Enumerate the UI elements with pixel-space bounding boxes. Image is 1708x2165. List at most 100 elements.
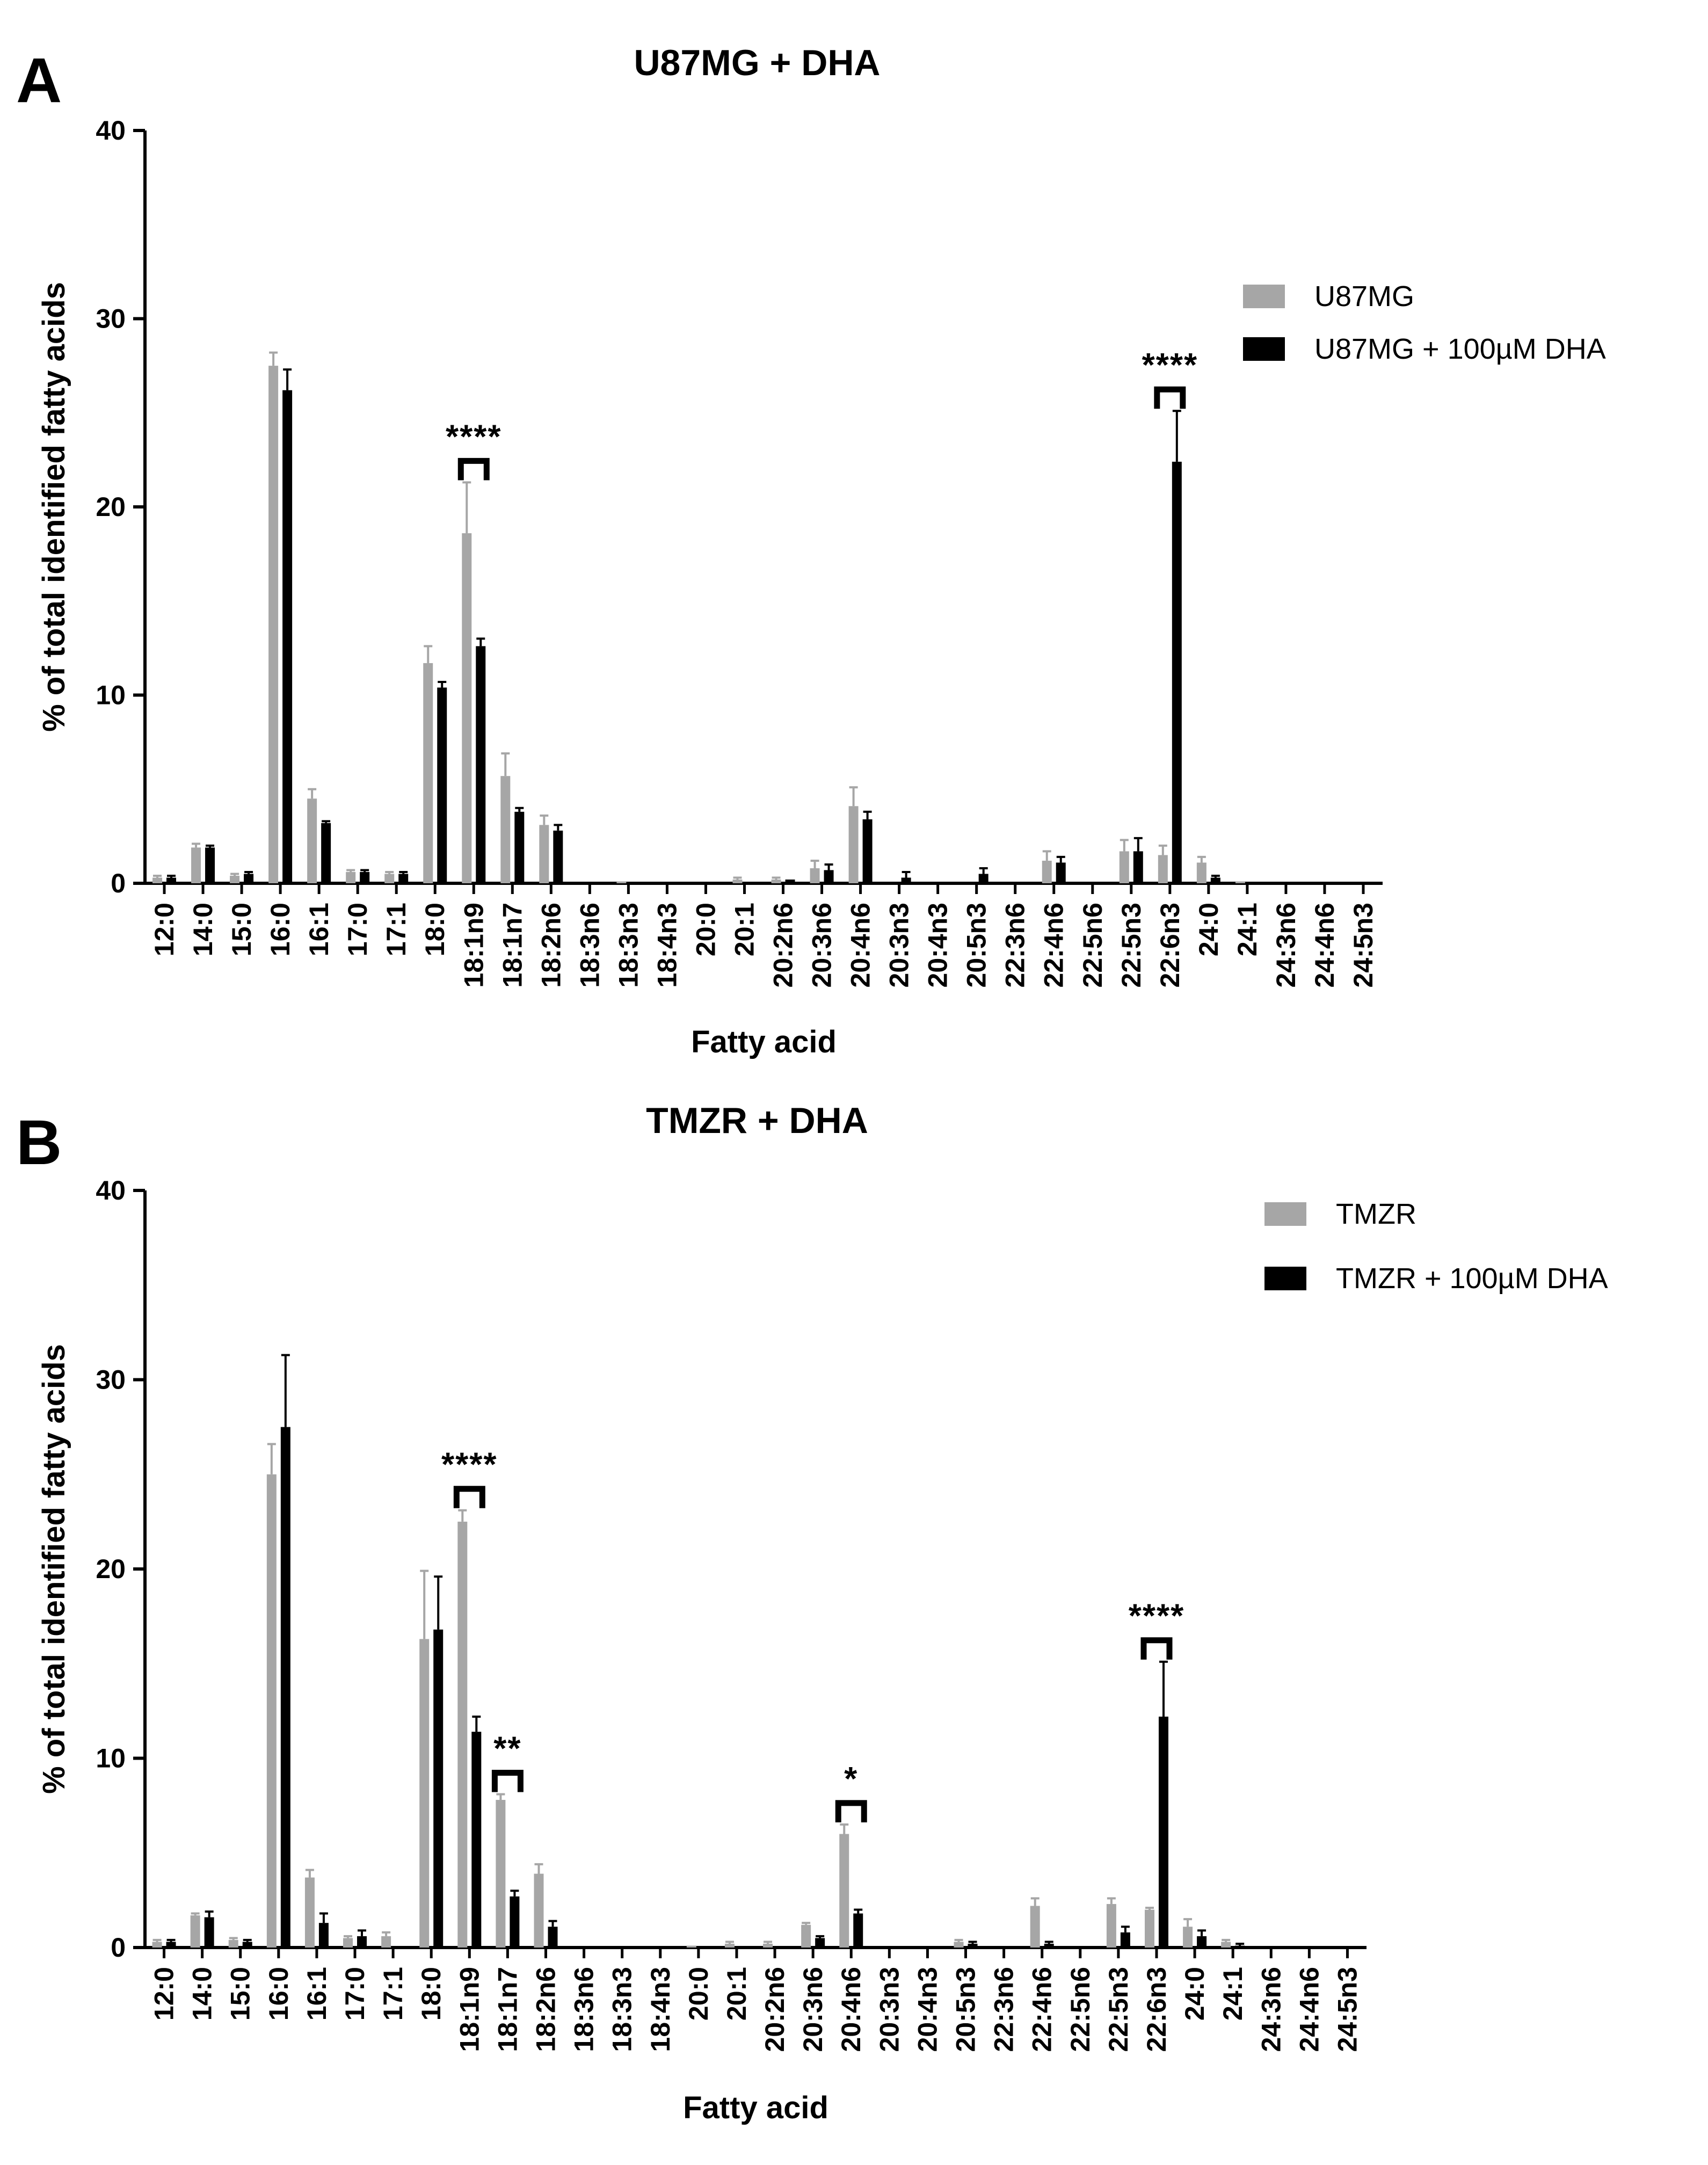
bar-dha-22-6n3: [1172, 461, 1182, 883]
x-tick-label: 17:1: [378, 1967, 408, 2021]
bar-control-15-0: [228, 1939, 238, 1948]
x-tick-label: 24:4n6: [1294, 1967, 1324, 2052]
bar-dha-14-0: [205, 847, 215, 883]
bar-control-22-4n6: [1030, 1906, 1040, 1948]
significance-stars: ****: [1129, 1598, 1185, 1635]
significance-bracket: [1154, 386, 1186, 409]
x-tick-label: 18:3n3: [607, 1967, 637, 2052]
y-axis-title: % of total identified fatty acids: [37, 282, 71, 732]
bar-dha-18-1n9: [471, 1732, 482, 1948]
bar-control-20-3n6: [810, 868, 820, 883]
x-tick-label: 18:0: [420, 903, 450, 956]
bar-dha-20-3n6: [824, 870, 834, 883]
x-tick-label: 18:1n7: [497, 903, 527, 987]
x-tick-label: 22:4n6: [1027, 1967, 1057, 2052]
x-tick-label: 22:5n3: [1103, 1967, 1133, 2052]
bar-control-18-2n6: [534, 1873, 544, 1948]
bar-control-20-4n6: [839, 1834, 849, 1948]
x-tick-label: 20:0: [691, 903, 721, 956]
bar-dha-20-4n6: [862, 819, 873, 883]
x-tick-label: 18:1n9: [454, 1967, 484, 2052]
x-tick-label: 20:3n6: [807, 903, 837, 987]
bar-dha-17-0: [360, 871, 370, 883]
x-tick-label: 22:3n6: [1000, 903, 1030, 987]
x-tick-label: 18:2n6: [536, 903, 566, 987]
significance-stars: *: [844, 1761, 858, 1798]
bar-control-18-0: [419, 1639, 430, 1948]
bar-control-20-2n6: [763, 1943, 773, 1948]
bar-control-20-2n6: [771, 879, 781, 883]
bar-dha-24-0: [1197, 1936, 1207, 1948]
x-tick-label: 20:1: [729, 903, 759, 956]
bar-dha-22-4n6: [1044, 1943, 1054, 1948]
chart-panel-a: U87MG + DHA 0 10 20 30 40 % of total identifie…: [37, 42, 1606, 1059]
significance-stars: ****: [1142, 347, 1198, 384]
chart-title: TMZR + DHA: [646, 1100, 868, 1141]
x-tick-label: 22:4n6: [1039, 903, 1069, 987]
bar-control-20-4n6: [848, 806, 859, 883]
bar-control-24-0: [1196, 862, 1206, 883]
x-tick-label: 20:2n6: [760, 1967, 790, 2052]
x-axis-title: Fatty acid: [691, 1025, 837, 1059]
x-tick-label: 24:5n3: [1348, 903, 1378, 987]
x-tick-label: 18:0: [416, 1967, 446, 2021]
bar-dha-24-0: [1210, 877, 1220, 883]
x-tick-label: 14:0: [187, 1967, 217, 2021]
x-tick-label: 24:4n6: [1310, 903, 1340, 987]
legend-label-dha: TMZR + 100µM DHA: [1336, 1262, 1608, 1295]
bar-control-22-6n3: [1158, 855, 1168, 883]
bar-dha-18-1n7: [510, 1896, 520, 1948]
x-tick-label: 16:1: [302, 1967, 332, 2021]
x-tick-label: 12:0: [149, 1967, 179, 2021]
legend-swatch-control: [1243, 285, 1285, 308]
x-tick-label: 20:1: [722, 1967, 752, 2021]
significance-stars: ****: [446, 418, 502, 455]
bar-dha-22-5n3: [1120, 1932, 1130, 1948]
bar-control-24-0: [1183, 1927, 1193, 1948]
panel-label-a: A: [16, 45, 62, 116]
legend-swatch-dha: [1264, 1267, 1306, 1290]
bar-dha-22-6n3: [1158, 1716, 1168, 1948]
bar-dha-20-5n3: [968, 1943, 978, 1948]
bar-control-16-0: [268, 366, 279, 883]
x-tick-label: 20:5n3: [951, 1967, 981, 2052]
legend-swatch-control: [1264, 1202, 1306, 1226]
bar-control-17-0: [343, 1938, 353, 1948]
significance-bracket: [835, 1800, 867, 1822]
significance-stars: **: [493, 1730, 521, 1767]
bar-dha-16-1: [318, 1923, 329, 1948]
x-tick-label: 24:0: [1194, 903, 1224, 956]
x-tick-label: 16:0: [265, 903, 295, 956]
bar-dha-20-2n6: [785, 879, 795, 883]
y-tick-label: 40: [96, 1175, 126, 1205]
x-tick-label: 22:6n3: [1142, 1967, 1172, 2052]
bar-dha-15-0: [244, 874, 254, 883]
x-tick-label: 24:5n3: [1332, 1967, 1362, 2052]
bar-control-17-0: [346, 871, 356, 883]
bar-control-18-1n9: [462, 533, 472, 883]
bar-control-17-1: [381, 1936, 391, 1948]
x-tick-label: 16:0: [264, 1967, 294, 2021]
bar-dha-14-0: [204, 1917, 214, 1948]
significance-bracket: [457, 457, 490, 481]
legend-label-control: U87MG: [1314, 280, 1414, 313]
x-tick-label: 15:0: [226, 1967, 256, 2021]
bar-dha-24-1: [1235, 1945, 1245, 1948]
x-tick-label: 22:5n6: [1078, 903, 1108, 987]
x-tick-label: 17:0: [340, 1967, 370, 2021]
bar-dha-22-5n3: [1133, 851, 1143, 883]
bar-control-20-0: [686, 1945, 696, 1948]
y-tick-label: 0: [111, 1932, 126, 1963]
chart-panel-b: TMZR + DHA 0 10 20 30 40 % of total identified…: [37, 1100, 1608, 2125]
bar-control-18-2n6: [539, 825, 549, 883]
bar-dha-18-0: [437, 687, 447, 883]
bar-dha-18-2n6: [553, 830, 563, 883]
bar-control-18-1n9: [457, 1521, 468, 1948]
significance-bracket: [1140, 1637, 1173, 1660]
bar-control-24-1: [1221, 1942, 1231, 1948]
bar-dha-20-4n6: [853, 1913, 863, 1948]
legend-swatch-dha: [1243, 337, 1285, 361]
x-tick-label: 16:1: [304, 903, 334, 956]
x-tick-label: 20:4n6: [836, 1967, 866, 2052]
bar-control-16-1: [307, 798, 317, 883]
